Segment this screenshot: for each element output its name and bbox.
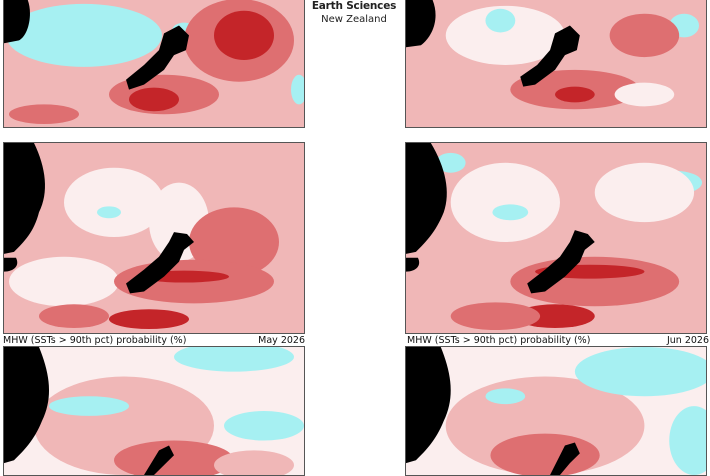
probability-region: [64, 167, 164, 238]
probability-region: [214, 450, 294, 475]
map-caption-4: MHW (SSTs > 90th pct) probability (%) Ju…: [407, 333, 709, 347]
probability-region: [669, 406, 706, 475]
brand-line-2: New Zealand: [321, 14, 387, 25]
probability-region: [291, 74, 304, 105]
map-caption-1: [3, 128, 305, 142]
caption-month: Jun 2026: [666, 334, 709, 346]
probability-region: [594, 162, 695, 223]
new-zealand-land: [126, 25, 189, 90]
map-caption-3: MHW (SSTs > 90th pct) probability (%) Ma…: [3, 333, 305, 347]
caption-label: MHW (SSTs > 90th pct) probability (%): [3, 334, 187, 346]
caption-month: May 2026: [258, 334, 305, 346]
australia-land: [406, 347, 451, 464]
australia-land: [4, 143, 46, 254]
caption-label: MHW (SSTs > 90th pct) probability (%): [407, 334, 591, 346]
probability-region: [39, 304, 109, 329]
probability-region: [574, 347, 706, 397]
australia-land: [406, 0, 436, 48]
probability-region: [450, 302, 541, 331]
tasmania-land: [406, 257, 420, 272]
map-panel-2: [405, 0, 707, 128]
probability-region: [49, 396, 129, 416]
brand-logo: Earth Sciences New Zealand: [306, 0, 402, 26]
probability-region: [114, 440, 234, 475]
probability-region: [174, 347, 294, 372]
probability-region: [445, 5, 565, 65]
probability-region: [189, 207, 279, 277]
map-panel-4: [405, 142, 707, 334]
probability-region: [109, 309, 189, 330]
australia-land: [406, 143, 447, 254]
probability-region: [435, 152, 466, 173]
map-panel-1: [3, 0, 305, 128]
new-zealand-land: [550, 442, 580, 475]
probability-region: [609, 13, 680, 58]
new-zealand-land: [144, 445, 174, 475]
probability-region: [9, 256, 119, 307]
probability-region: [555, 86, 595, 103]
probability-region: [224, 411, 304, 441]
probability-region: [490, 433, 600, 475]
probability-region: [6, 3, 162, 67]
new-zealand-land: [527, 230, 595, 294]
map-panel-3: [3, 142, 305, 334]
probability-region: [485, 8, 516, 33]
map-panel-5: [3, 346, 305, 476]
probability-region: [614, 82, 675, 107]
probability-region: [450, 162, 560, 242]
new-zealand-land: [126, 232, 194, 294]
australia-land: [4, 0, 30, 44]
map-panel-6: [405, 346, 707, 476]
australia-land: [4, 347, 50, 464]
probability-region: [485, 388, 526, 405]
tasmania-land: [4, 257, 18, 272]
brand-line-1: Earth Sciences: [311, 0, 397, 12]
probability-region: [9, 104, 79, 125]
probability-region: [129, 87, 179, 112]
probability-region: [492, 204, 529, 221]
new-zealand-land: [520, 25, 580, 87]
probability-region: [97, 206, 121, 219]
map-caption-2: [407, 128, 709, 142]
probability-region: [214, 10, 274, 61]
